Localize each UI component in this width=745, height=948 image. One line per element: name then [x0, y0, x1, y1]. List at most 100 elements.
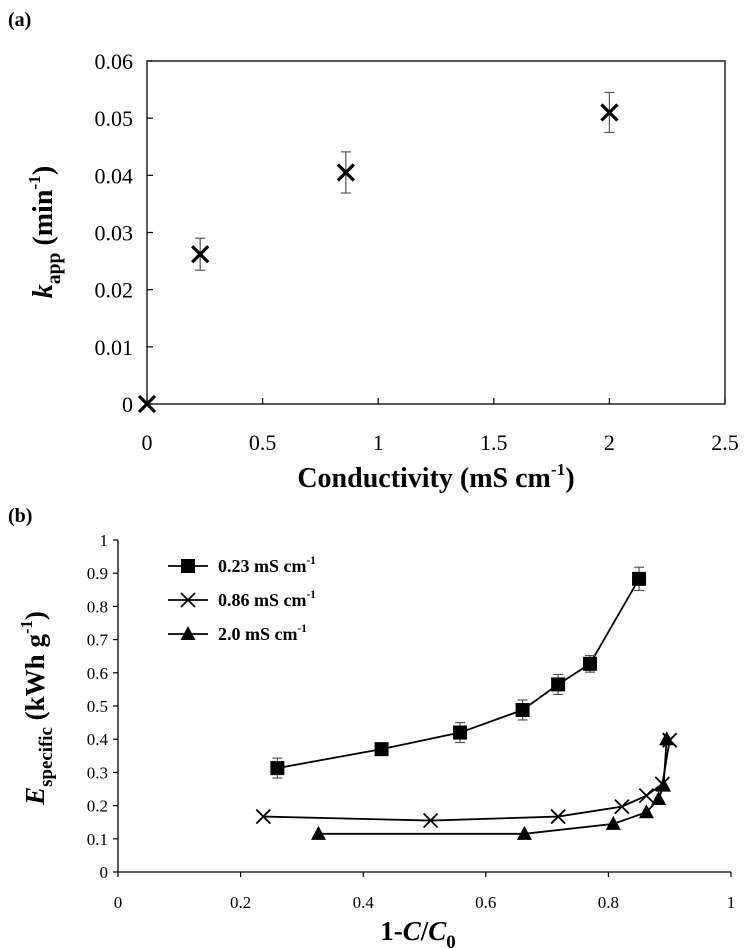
panel-a-x-axis-title-sup: -1: [551, 460, 565, 479]
panel-label-b: (b): [8, 505, 32, 527]
panel-a-x-tick-label: 0.5: [249, 430, 277, 455]
panel-a-x-tick-label: 2: [604, 430, 615, 455]
panel-b-y-tick-label: 0.6: [87, 664, 108, 683]
panel-b-x-tick-label: 0.2: [230, 893, 251, 912]
legend-label-2-text: 2.0 mS cm: [218, 624, 298, 644]
panel-b-y-tick-label: 1: [100, 531, 109, 550]
panel-a-data-point-3-stroke-2: [600, 103, 619, 122]
legend-marker-1: [180, 592, 196, 608]
panel-a-plot-frame: [146, 60, 726, 405]
panel-b-series-2-point-2: [605, 815, 621, 830]
panel-b-y-tick-label: 0.9: [87, 564, 108, 583]
panel-b-x-tick-label: 0.6: [475, 893, 496, 912]
panel-a-y-tick-label: 0.01: [95, 335, 134, 360]
panel-a-data-point-1-stroke-2: [191, 245, 210, 264]
panel-b-y-axis-title-e: E: [20, 787, 50, 806]
legend-label-0-text: 0.23 mS cm: [218, 556, 307, 576]
panel-b-y-axis-title-text: (kWh g: [20, 634, 50, 728]
panel-b-y-tick-label: 0.1: [87, 830, 108, 849]
panel-a-x-axis-title: Conductivity (mS cm-1): [297, 460, 574, 494]
panel-b-series-1-point-2-stroke-2: [550, 808, 566, 825]
panel-b-series-0-point-1: [374, 742, 389, 757]
panel-b-series-2-point-5: [656, 777, 672, 792]
panel-b-series-0-point-0: [270, 761, 285, 776]
panel-b-y-axis-title: Especific (kWh g-1): [17, 611, 57, 806]
panel-a-x-tick-label: 2.5: [711, 430, 739, 455]
panel-b-chart: 0 0.1 0.2 0.3 0.4 0.5 0.6 0.7 0.8 0.9 1 0 0.2 0.4 0.6 0…: [17, 531, 735, 948]
panel-b-y-tick-label: 0: [100, 863, 109, 882]
panel-a-y-tick-label: 0.03: [95, 221, 134, 246]
panel-a-y-tick-label: 0.02: [95, 278, 134, 303]
panel-b-y-tick-label: 0.7: [87, 631, 109, 650]
panel-b-x-tick-label: 0: [114, 893, 123, 912]
legend-label-1: 0.86 mS cm-1: [218, 589, 316, 610]
panel-b-x-axis-title-sub: 0: [446, 932, 455, 948]
panel-b-y-axis-title-end: ): [20, 611, 50, 620]
panel-b-x-axis-title-prefix: 1-: [380, 916, 403, 946]
panel-a-x-axis-title-text: Conductivity (mS cm: [297, 463, 551, 494]
legend-label-2: 2.0 mS cm-1: [218, 623, 307, 644]
panel-a-data-point-2-stroke-2: [336, 163, 355, 182]
panel-b-x-axis-title-c: C: [403, 916, 422, 946]
panel-a-x-tick-label: 1.5: [480, 430, 508, 455]
panel-a-y-tick-label: 0.04: [95, 163, 134, 188]
panel-b-series-0-point-5: [583, 656, 598, 671]
panel-a-y-axis-title-sub: app: [44, 253, 65, 285]
panel-b-series-1-point-2: [550, 808, 566, 825]
panel-b-series-2-point-6: [659, 731, 675, 746]
panel-b-series-0: [270, 566, 647, 779]
panel-a-x-axis-title-end: ): [565, 463, 574, 494]
panel-a-y-axis-title-end: ): [28, 166, 59, 175]
panel-a-y-axis-title-text: (min: [28, 189, 59, 252]
panel-b-legend: 0.23 mS cm-10.86 mS cm-12.0 mS cm-1: [168, 555, 316, 644]
panel-b-y-tick-label: 0.4: [87, 730, 109, 749]
panel-a-data-point-0: [137, 394, 157, 414]
panel-a-y-axis-title-sup: -1: [25, 175, 44, 189]
panel-b-y-tick-label: 0.2: [87, 797, 108, 816]
panel-b-series-1-point-3: [614, 798, 630, 815]
panel-a-y-axis-title-k: k: [28, 284, 59, 298]
panel-b-x-axis-title: 1-C/C0: [380, 916, 456, 948]
panel-b-y-tick-label: 0.5: [87, 697, 108, 716]
legend-label-1-text: 0.86 mS cm: [218, 590, 307, 610]
panel-a-data-point-0-stroke-2: [137, 394, 157, 414]
panel-b-y-axis-title-sub: specific: [36, 727, 57, 787]
panel-b-series-2-point-4: [651, 790, 667, 805]
panel-b-series-0-point-2: [453, 725, 468, 740]
panel-b-x-tick-label: 0.4: [353, 893, 375, 912]
legend-label-2-sup: -1: [298, 623, 307, 635]
panel-a-x-tick-label: 1: [373, 430, 384, 455]
legend-marker-0: [181, 559, 195, 573]
panel-b-y-axis-title-sup: -1: [17, 620, 36, 634]
legend-label-1-sup: -1: [307, 589, 316, 601]
panel-b-y-tick-label: 0.8: [87, 597, 108, 616]
panel-a-x-tick-label: 0: [142, 430, 153, 455]
panel-b-series-1: [255, 732, 678, 829]
legend-marker-1-stroke-2: [180, 592, 196, 608]
panel-b-series-1-point-4: [638, 788, 655, 804]
panel-b-series-2-point-0: [310, 825, 326, 840]
panel-b-series-0-point-4: [551, 677, 566, 692]
panel-a-chart: 0 0.01 0.02 0.03 0.04 0.05 0.06 0 0.5 1 1.5 2 2.5 Con…: [25, 49, 739, 494]
legend-label-0-sup: -1: [307, 555, 316, 567]
panel-b-series-1-point-1-stroke-2: [422, 812, 439, 829]
panel-b-y-tick-label: 0.3: [87, 763, 108, 782]
panel-b-series-1-point-0: [255, 808, 271, 825]
panel-a-data-point-2: [336, 163, 355, 182]
panel-b-series-1-line: [263, 740, 671, 822]
legend-marker-2: [180, 626, 196, 640]
panel-b-x-tick-label: 0.8: [598, 893, 619, 912]
panel-b-series-1-point-4-stroke-2: [638, 788, 655, 804]
panel-a-y-tick-label: 0.05: [95, 106, 134, 131]
panel-a-y-tick-label: 0: [122, 392, 133, 417]
panel-b-series-2: [310, 731, 675, 840]
panel-a-data-point-3: [600, 103, 619, 122]
panel-b-series-1-point-0-stroke-2: [255, 808, 271, 825]
panel-b-series-2-point-1: [516, 825, 532, 840]
panel-a-y-axis-title: kapp (min-1): [25, 166, 65, 298]
panel-b-x-axis-title-c0: C: [428, 916, 447, 946]
panel-b-series-2-point-3: [638, 804, 654, 819]
panel-label-a: (a): [8, 9, 31, 31]
panel-b-x-tick-label: 1: [727, 893, 736, 912]
